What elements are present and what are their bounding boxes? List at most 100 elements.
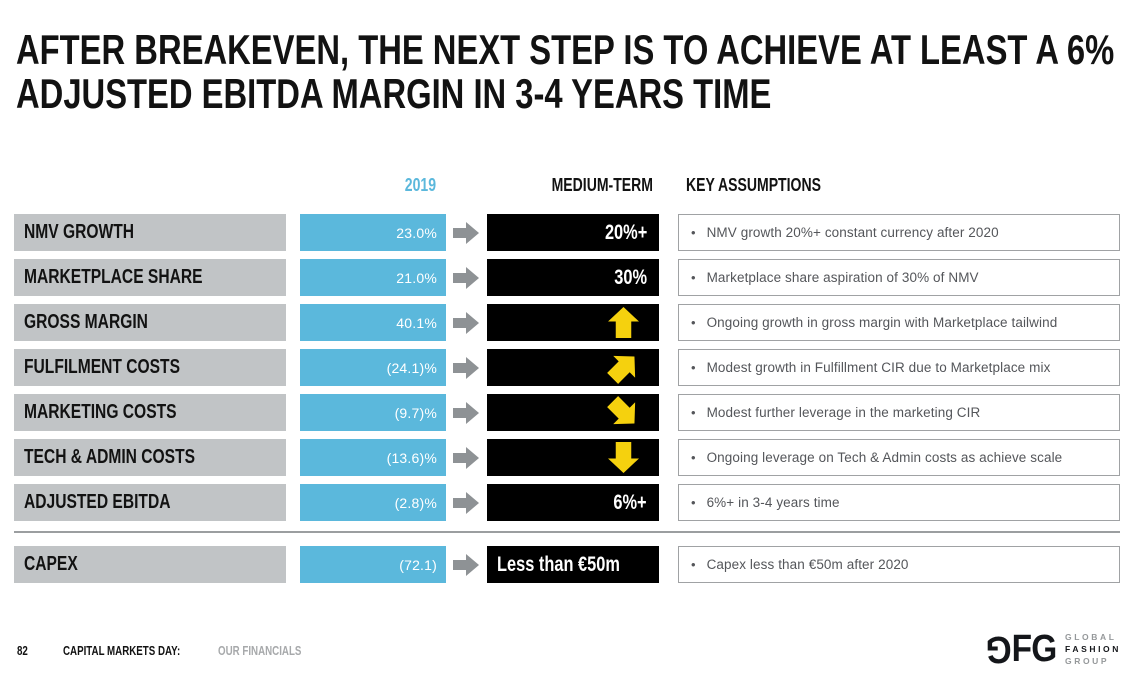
medium-term-value: 30% [614, 265, 647, 289]
row-label-bar: CAPEX [14, 546, 286, 583]
year-value-bar: (9.7)% [300, 394, 446, 431]
table-row: MARKETPLACE SHARE 21.0% 30% • Marketplace… [14, 259, 1137, 296]
bullet-icon: • [691, 360, 696, 375]
assumption-text: Modest growth in Fulfillment CIR due to … [706, 360, 1051, 375]
bullet-icon: • [691, 315, 696, 330]
row-label-bar: GROSS MARGIN [14, 304, 286, 341]
assumption-box: • Marketplace share aspiration of 30% of … [678, 259, 1120, 296]
year-value-bar: (2.8)% [300, 484, 446, 521]
right-arrow-icon [452, 546, 480, 583]
header-spacer [452, 170, 480, 200]
row-label-bar: ADJUSTED EBITDA [14, 484, 286, 521]
row-label-bar: MARKETING COSTS [14, 394, 286, 431]
logo-word-global: GLOBAL [1065, 632, 1117, 642]
logo-letter-f: F [1011, 628, 1031, 670]
row-label: FULFILMENT COSTS [24, 356, 180, 378]
year-value-bar: 21.0% [300, 259, 446, 296]
bullet-icon: • [691, 557, 696, 572]
title-line-2: ADJUSTED EBITDA MARGIN IN 3-4 YEARS TIME [16, 70, 772, 117]
assumption-text: Ongoing growth in gross margin with Mark… [706, 315, 1058, 330]
footer: 82 CAPITAL MARKETS DAY: OUR FINANCIALS [17, 644, 325, 658]
right-arrow-icon [452, 439, 480, 476]
medium-term-box: 20%+ [487, 214, 659, 251]
year-value-bar: 40.1% [300, 304, 446, 341]
trend-down-arrow-icon [608, 442, 639, 473]
year-value: (72.1) [399, 556, 437, 573]
assumption-text: Marketplace share aspiration of 30% of N… [706, 270, 979, 285]
year-value-bar: (13.6)% [300, 439, 446, 476]
medium-term-box [487, 304, 659, 341]
row-label: MARKETING COSTS [24, 401, 177, 423]
year-header-label: 2019 [404, 174, 436, 195]
medium-term-header-label: MEDIUM-TERM [551, 174, 653, 195]
section-title: OUR FINANCIALS [218, 644, 302, 658]
logo-letter-g-flipped: G [986, 628, 1012, 670]
right-arrow-icon [452, 484, 480, 521]
column-header-2019: 2019 [300, 170, 446, 200]
page-title: AFTER BREAKEVEN, THE NEXT STEP IS TO ACH… [16, 28, 1137, 116]
table-row: GROSS MARGIN 40.1% • Ongoing growth in gr… [14, 304, 1137, 341]
row-label-bar: MARKETPLACE SHARE [14, 259, 286, 296]
gfg-monogram: GFG [986, 628, 1057, 670]
logo-word-fashion: FASHION [1065, 644, 1121, 654]
year-value-bar: 23.0% [300, 214, 446, 251]
assumption-text: Capex less than €50m after 2020 [706, 557, 909, 572]
trend-up-right-arrow-icon [602, 349, 646, 386]
assumption-box: • 6%+ in 3-4 years time [678, 484, 1120, 521]
row-label: GROSS MARGIN [24, 311, 148, 333]
assumption-box: • Modest growth in Fulfillment CIR due to… [678, 349, 1120, 386]
column-header-medium-term: MEDIUM-TERM [487, 170, 659, 200]
column-header-key-assumptions: KEY ASSUMPTIONS [678, 170, 1120, 200]
medium-term-box [487, 439, 659, 476]
row-label: ADJUSTED EBITDA [24, 491, 171, 513]
row-label-bar: NMV GROWTH [14, 214, 286, 251]
right-arrow-icon [452, 259, 480, 296]
medium-term-box [487, 394, 659, 431]
medium-term-box: 6%+ [487, 484, 659, 521]
row-label: NMV GROWTH [24, 221, 135, 243]
key-assumptions-header-label: KEY ASSUMPTIONS [686, 174, 821, 195]
table-row: FULFILMENT COSTS (24.1)% • Modest growth … [14, 349, 1137, 386]
medium-term-box: Less than €50m [487, 546, 659, 583]
bullet-icon: • [691, 495, 696, 510]
table-row-capex: CAPEX (72.1) Less than €50m • Capex less … [14, 546, 1137, 583]
logo-letter-g: G [1030, 628, 1057, 670]
year-value-bar: (24.1)% [300, 349, 446, 386]
right-arrow-icon [452, 394, 480, 431]
right-arrow-icon [452, 349, 480, 386]
year-value: 23.0% [396, 224, 437, 241]
metrics-table: 2019 MEDIUM-TERM KEY ASSUMPTIONS NMV GRO… [0, 170, 1137, 583]
right-arrow-icon [452, 214, 480, 251]
trend-down-right-arrow-icon [602, 394, 646, 431]
bullet-icon: • [691, 405, 696, 420]
medium-term-value: 6%+ [613, 490, 647, 514]
header-spacer [14, 170, 286, 200]
year-value: (9.7)% [394, 404, 437, 421]
year-value: 40.1% [396, 314, 437, 331]
table-row: MARKETING COSTS (9.7)% • Modest further l… [14, 394, 1137, 431]
title-line-1: AFTER BREAKEVEN, THE NEXT STEP IS TO ACH… [16, 26, 1115, 73]
bullet-icon: • [691, 270, 696, 285]
year-value: (24.1)% [386, 359, 437, 376]
page-number: 82 [17, 644, 28, 658]
medium-term-box [487, 349, 659, 386]
section-divider [14, 531, 1120, 533]
assumption-text: Ongoing leverage on Tech & Admin costs a… [706, 450, 1063, 465]
row-label: TECH & ADMIN COSTS [24, 446, 196, 468]
table-header-row: 2019 MEDIUM-TERM KEY ASSUMPTIONS [14, 170, 1137, 200]
assumption-text: Modest further leverage in the marketing… [706, 405, 981, 420]
row-label-bar: TECH & ADMIN COSTS [14, 439, 286, 476]
year-value: 21.0% [396, 269, 437, 286]
bullet-icon: • [691, 225, 696, 240]
row-label-bar: FULFILMENT COSTS [14, 349, 286, 386]
assumption-text: 6%+ in 3-4 years time [706, 495, 840, 510]
assumption-box: • NMV growth 20%+ constant currency after… [678, 214, 1120, 251]
assumption-box: • Capex less than €50m after 2020 [678, 546, 1120, 583]
bullet-icon: • [691, 450, 696, 465]
trend-up-arrow-icon [608, 307, 639, 338]
assumption-box: • Modest further leverage in the marketin… [678, 394, 1120, 431]
table-row: NMV GROWTH 23.0% 20%+ • NMV growth 20%+ c… [14, 214, 1137, 251]
right-arrow-icon [452, 304, 480, 341]
deck-title: CAPITAL MARKETS DAY: [63, 644, 181, 658]
